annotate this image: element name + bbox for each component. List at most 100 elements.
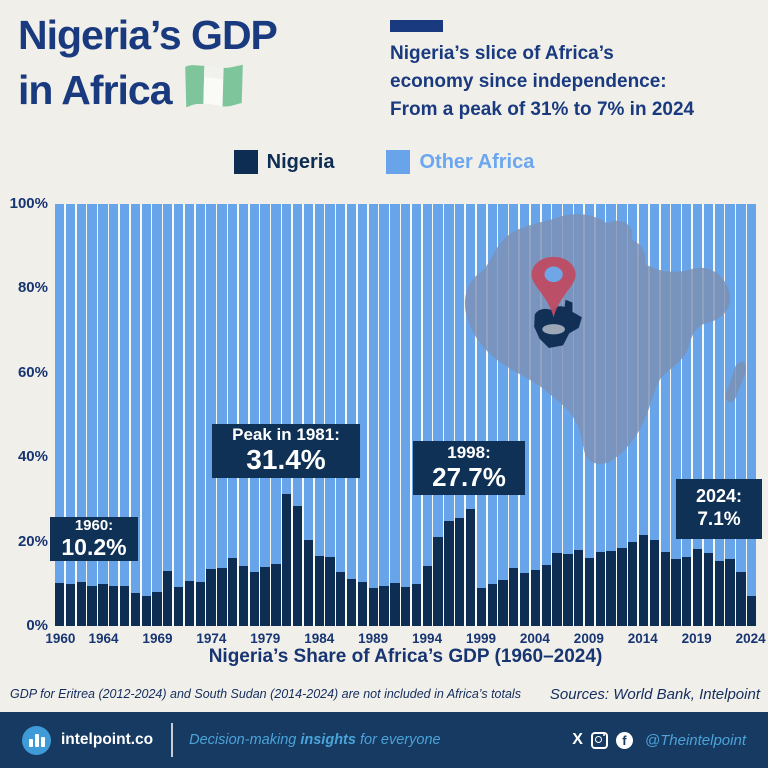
bar-2011 [606,204,616,626]
x-tick-2004: 2004 [519,631,550,646]
x-tick-1960: 1960 [45,631,76,646]
bar-1968 [141,204,151,626]
tagline-bold: insights [300,732,356,748]
subtitle-line3: From a peak of 31% to 7% in 2024 [390,99,695,120]
bar-1979 [260,204,270,626]
tagline-post: for everyone [355,732,441,748]
y-tick-80: 80% [17,279,48,297]
bar-1984 [314,204,324,626]
annotation-1998-label: 1998: [447,443,491,463]
bar-2010 [595,204,605,626]
legend-label-nigeria: Nigeria [266,150,335,173]
bar-2021 [714,204,724,626]
bar-1996 [444,204,454,626]
bar-2008 [574,204,584,626]
bar-1972 [184,204,195,626]
nigeria-swatch [233,150,258,174]
title-line1: Nigeria’s GDP [18,12,278,58]
x-tick-2024: 2024 [735,631,766,646]
x-tick-1969: 1969 [142,631,173,646]
instagram-icon[interactable] [590,731,608,749]
bar-2020 [703,204,714,626]
bar-1976 [228,204,238,626]
bar-2004 [530,204,541,626]
legend-label-other-africa: Other Africa [419,150,535,173]
legend-item-nigeria: Nigeria [233,150,335,174]
x-tick-1999: 1999 [465,631,497,646]
x-twitter-icon[interactable]: X [572,731,583,748]
bar-2022 [725,204,735,626]
bar-2014 [638,204,649,626]
accent-dash [390,20,443,32]
intelpoint-logo-icon [22,725,51,755]
bar-1991 [390,204,400,626]
annotation-1981-value: 31.4% [246,443,326,475]
x-tick-2009: 2009 [573,631,604,646]
bar-1982 [292,204,303,626]
bar-2015 [649,204,659,626]
x-tick-1994: 1994 [412,631,443,646]
bar-1985 [325,204,335,626]
x-tick-2014: 2014 [627,631,658,646]
legend: Nigeria Other Africa [0,150,768,174]
bar-1971 [173,204,184,626]
bar-2009 [584,204,595,626]
bar-2023 [736,204,746,626]
annotation-1998-value: 27.7% [432,462,506,493]
logo-bar [40,736,45,747]
bar-1977 [238,204,249,626]
bar-1963 [87,204,97,626]
annotation-2024-label: 2024: [695,486,743,507]
social-handle[interactable]: @Theintelpoint [644,731,746,749]
bar-2012 [617,204,627,626]
bar-2002 [509,204,519,626]
bar-1969 [152,204,162,626]
bar-2005 [541,204,551,626]
annotation-1960-label: 1960: [74,517,114,535]
nigeria-flag-icon [182,60,246,121]
bar-1997 [455,204,465,626]
bar-1962 [76,204,86,626]
bar-1964 [98,204,108,626]
exclusion-note: GDP for Eritrea (2012-2024) and South Su… [10,687,521,701]
subtitle-line2: economy since independence: [390,71,667,92]
bar-1966 [119,204,130,626]
y-tick-100: 100% [9,195,48,212]
facebook-icon[interactable]: f [615,731,633,749]
bar-1970 [163,204,173,626]
title-line2: in Africa [18,67,173,113]
annotation-2024-value: 7.1% [697,508,741,530]
annotation-1960: 1960: 10.2% [50,517,138,561]
logo-bar [28,738,33,747]
bar-2024 [747,204,757,626]
brand-name: intelpoint.co [61,731,154,748]
x-tick-1964: 1964 [88,631,119,646]
footer-divider [171,723,174,757]
x-tick-1984: 1984 [304,631,335,646]
sources-note: Sources: World Bank, Intelpoint [549,686,760,703]
bar-1980 [271,204,281,626]
bar-1988 [357,204,368,626]
bar-2019 [692,204,703,626]
annotation-1981-label: Peak in 1981: [232,425,340,445]
bar-1994 [422,204,432,626]
bar-1999 [476,204,486,626]
x-tick-1974: 1974 [196,631,227,646]
bar-1978 [249,204,259,626]
bar-1995 [433,204,443,626]
y-tick-40: 40% [17,448,48,466]
bar-1989 [368,204,378,626]
x-tick-2019: 2019 [681,631,712,646]
y-tick-0: 0% [26,617,48,634]
chart-title: Nigeria’s Share of Africa’s GDP (1960–20… [208,646,603,667]
bar-1983 [303,204,313,626]
other-africa-swatch [386,150,411,174]
bar-1967 [130,204,140,626]
logo-bar [34,733,39,747]
subtitle-line1: Nigeria’s slice of Africa’s [390,43,614,64]
bar-2016 [660,204,670,626]
bar-2018 [682,204,692,626]
bar-1986 [336,204,346,626]
bar-1987 [346,204,357,626]
